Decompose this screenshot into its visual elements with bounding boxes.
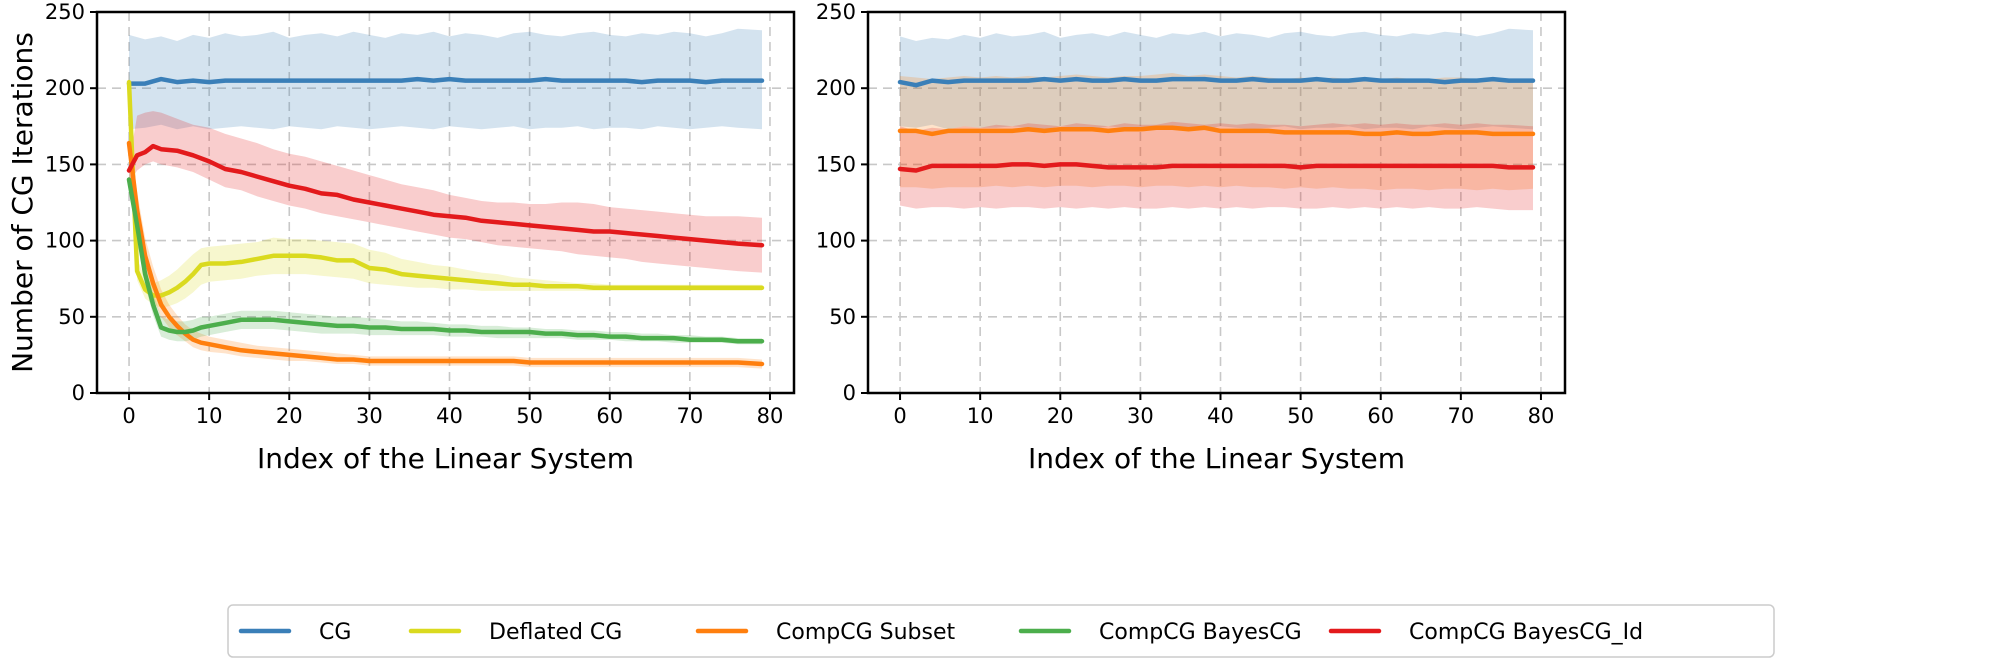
legend: CG Deflated CG CompCG Subset CompCG BayesCG…	[227, 604, 1775, 658]
x-tick-label: 10	[967, 404, 994, 428]
x-tick-label: 50	[1287, 404, 1314, 428]
line-compcg-bayescg-left	[126, 177, 765, 344]
legend-label-cg: CG	[319, 620, 351, 645]
y-tick-label: 0	[843, 381, 856, 405]
x-tick-label: 0	[122, 404, 135, 428]
lines-left	[126, 76, 765, 367]
axes-frame-right	[866, 10, 1567, 395]
x-tick-label: 30	[1127, 404, 1154, 428]
x-tick-label: 40	[436, 404, 463, 428]
x-tick-label: 70	[676, 404, 703, 428]
y-tick-label: 50	[58, 305, 85, 329]
y-tick-label: 150	[45, 152, 85, 176]
y-tick-label: 0	[72, 381, 85, 405]
legend-box	[227, 604, 1775, 658]
x-tick-label: 20	[276, 404, 303, 428]
x-tick-label: 20	[1047, 404, 1074, 428]
bands-right	[900, 28, 1533, 211]
x-tick-label: 80	[1528, 404, 1555, 428]
x-tick-label: 60	[596, 404, 623, 428]
band-compcg-subset-left	[129, 130, 762, 369]
x-tick-label: 0	[893, 404, 906, 428]
x-tick-label: 40	[1207, 404, 1234, 428]
legend-label-compcg-bayescg: CompCG BayesCG	[1099, 620, 1302, 645]
axes-frame-left	[95, 10, 796, 395]
y-tick-label: 250	[816, 0, 856, 24]
legend-items: CG Deflated CG CompCG Subset CompCG BayesCG…	[238, 620, 1643, 645]
ticks-right: 0 10 20 30 40 50 60 70 80 0 50 100 150 200 250	[816, 0, 1554, 428]
y-tick-label: 200	[816, 76, 856, 100]
x-tick-label: 10	[196, 404, 223, 428]
ticks-left: 0 10 20 30 40 50 60 70 80 0 50 100 150 200 250	[45, 0, 783, 428]
y-tick-label: 100	[45, 229, 85, 253]
y-tick-label: 150	[816, 152, 856, 176]
y-tick-label: 50	[829, 305, 856, 329]
chart-panel-right: 0 10 20 30 40 50 60 70 80 0 50 100 150 200 250 Index o…	[816, 0, 1567, 475]
y-tick-label: 100	[816, 229, 856, 253]
legend-label-deflated-cg: Deflated CG	[489, 620, 622, 645]
chart-panel-left: 0 10 20 30 40 50 60 70 80 0 50 100 150 200 250 Index o…	[6, 0, 796, 475]
x-axis-title-right: Index of the Linear System	[1028, 442, 1405, 475]
band-compcg-bayescg-left	[129, 167, 762, 345]
lines-right	[897, 76, 1536, 173]
line-cg-right	[897, 76, 1536, 88]
x-tick-label: 80	[757, 404, 784, 428]
legend-label-compcg-bayescg-id: CompCG BayesCG_Id	[1409, 620, 1643, 645]
x-tick-label: 60	[1367, 404, 1394, 428]
y-tick-label: 200	[45, 76, 85, 100]
line-cg-left	[126, 76, 765, 86]
band-deflated-cg-left	[129, 73, 762, 308]
legend-label-compcg-subset: CompCG Subset	[776, 620, 955, 645]
x-axis-title-left: Index of the Linear System	[257, 442, 634, 475]
line-compcg-bayescg-id-right	[897, 162, 1536, 173]
line-compcg-bayescg-id-left	[126, 143, 765, 248]
y-tick-label: 250	[45, 0, 85, 24]
line-compcg-subset-right	[897, 125, 1536, 137]
x-tick-label: 30	[356, 404, 383, 428]
x-tick-label: 70	[1447, 404, 1474, 428]
line-deflated-cg-left	[126, 79, 765, 298]
y-axis-title-left: Number of CG Iterations	[6, 32, 39, 373]
line-compcg-subset-left	[126, 140, 765, 367]
x-tick-label: 50	[516, 404, 543, 428]
